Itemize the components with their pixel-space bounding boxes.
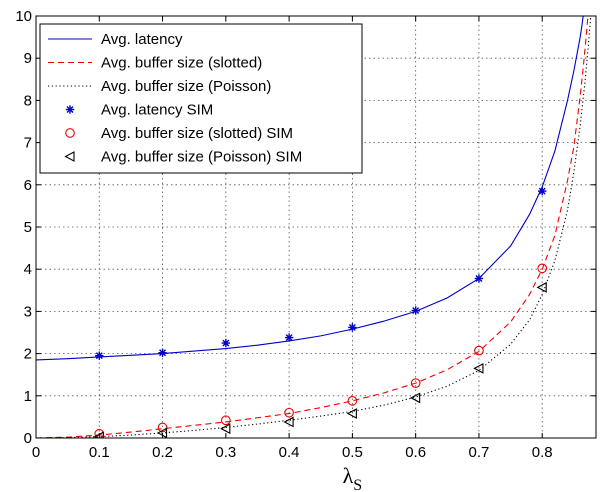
legend-box xyxy=(39,23,363,174)
data-point-5 xyxy=(409,392,421,404)
y-tick-label: 4 xyxy=(24,261,32,278)
legend-swatch xyxy=(65,128,75,138)
data-point-3 xyxy=(474,274,484,283)
legend-item: Avg. buffer size (slotted) SIM xyxy=(65,125,293,142)
y-tick-label: 6 xyxy=(24,177,32,194)
x-tick-label: 0.8 xyxy=(532,444,553,461)
x-tick-label: 0.1 xyxy=(89,444,110,461)
x-tick-label: 0.3 xyxy=(215,444,236,461)
legend-label: Avg. buffer size (Poisson) xyxy=(101,78,271,95)
legend-item: Avg. buffer size (slotted) xyxy=(48,55,262,72)
series-layer xyxy=(36,16,592,438)
y-tick-label: 10 xyxy=(15,8,32,25)
data-point-5 xyxy=(346,408,357,419)
data-point-4 xyxy=(220,415,231,426)
data-point-3 xyxy=(348,323,357,332)
legend-label: Avg. buffer size (Poisson) SIM xyxy=(101,149,302,166)
y-tick-label: 9 xyxy=(24,50,32,67)
data-point-3 xyxy=(284,333,294,342)
data-point-5 xyxy=(220,423,231,435)
data-point-3 xyxy=(158,348,167,357)
series-line-0 xyxy=(36,16,584,361)
legend-swatch xyxy=(65,105,75,114)
legend-item: Avg. latency xyxy=(48,31,183,48)
data-point-4 xyxy=(410,378,421,388)
x-axis-label-subscript: S xyxy=(353,477,362,492)
data-point-5 xyxy=(536,281,547,293)
data-point-3 xyxy=(95,351,104,360)
data-point-3 xyxy=(411,306,420,315)
data-point-4 xyxy=(474,345,484,356)
legend: Avg. latency Avg. buffer size (slotted) Av… xyxy=(39,23,363,174)
x-axis-label-main: λ xyxy=(343,463,354,488)
x-tick-label: 0.4 xyxy=(279,444,300,461)
x-tick-label: 0.5 xyxy=(342,444,363,461)
data-point-3 xyxy=(221,338,231,348)
y-tick-label: 8 xyxy=(24,92,32,109)
series-line-2 xyxy=(36,16,592,438)
data-point-4 xyxy=(347,396,358,406)
legend-swatch xyxy=(64,151,75,162)
legend-label: Avg. latency SIM xyxy=(101,102,213,119)
legend-label: Avg. buffer size (slotted) SIM xyxy=(101,125,293,142)
legend-item: Avg. latency SIM xyxy=(65,102,213,119)
y-tick-label: 7 xyxy=(24,135,32,152)
data-point-4 xyxy=(537,263,548,274)
x-axis-label: λS xyxy=(343,463,363,492)
data-point-4 xyxy=(284,407,294,418)
legend-item: Avg. buffer size (Poisson) SIM xyxy=(64,149,302,166)
data-point-3 xyxy=(538,186,547,196)
legend-label: Avg. latency xyxy=(101,31,183,48)
y-tick-label: 0 xyxy=(24,430,32,447)
y-tick-label: 1 xyxy=(24,388,32,405)
axis-ticks: 0 0.1 0.2 0.3 0.4 0.5 0.6 0.7 0.8 0 1 2 3 4 5 6 7 8 9 10 xyxy=(15,8,596,461)
legend-item: Avg. buffer size (Poisson) xyxy=(48,78,271,95)
data-point-5 xyxy=(473,362,484,374)
data-point-5 xyxy=(283,416,294,428)
legend-label: Avg. buffer size (slotted) xyxy=(101,55,262,72)
x-tick-label: 0 xyxy=(32,444,40,461)
x-tick-label: 0.2 xyxy=(152,444,173,461)
data-point-4 xyxy=(157,422,168,433)
y-tick-label: 2 xyxy=(24,346,32,363)
x-tick-label: 0.6 xyxy=(405,444,426,461)
y-tick-label: 5 xyxy=(24,219,32,236)
x-tick-label: 0.7 xyxy=(469,444,490,461)
y-tick-label: 3 xyxy=(24,303,32,320)
series-line-1 xyxy=(36,16,589,438)
